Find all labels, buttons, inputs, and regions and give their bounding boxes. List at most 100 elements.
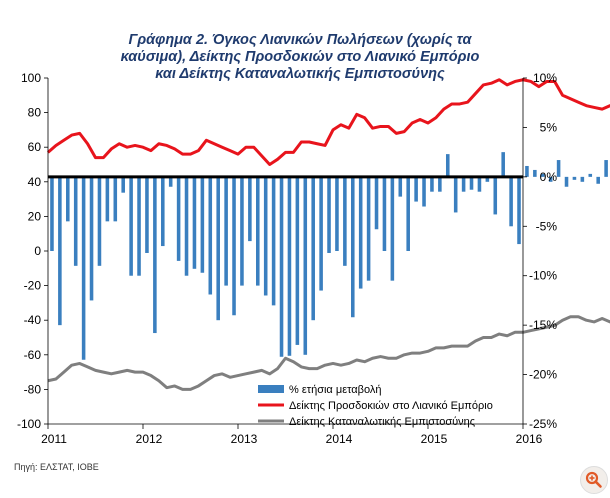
bar bbox=[374, 176, 379, 230]
right-tick-label: -15% bbox=[529, 318, 557, 332]
source-note: Πηγή: ΕΛΣΤΑΤ, ΙΟΒΕ bbox=[14, 462, 99, 472]
bar bbox=[501, 152, 505, 177]
bar bbox=[430, 176, 434, 192]
right-tick-label: -5% bbox=[536, 219, 558, 233]
right-tick-label: 10% bbox=[533, 71, 557, 85]
left-tick-label: 0 bbox=[34, 244, 41, 258]
bar bbox=[319, 176, 323, 291]
bar bbox=[382, 176, 387, 251]
bar bbox=[58, 176, 62, 326]
bar bbox=[279, 176, 284, 357]
x-tick-label: 2014 bbox=[326, 432, 353, 446]
bar bbox=[137, 176, 141, 276]
bar bbox=[525, 165, 529, 177]
bar bbox=[97, 176, 102, 266]
right-tick-label: 5% bbox=[540, 120, 558, 134]
right-tick-label: -25% bbox=[529, 417, 557, 431]
bar bbox=[572, 176, 577, 180]
chart-title-line-3: και Δείκτης Καταναλωτικής Εμπιστοσύνης bbox=[155, 66, 445, 82]
bar bbox=[232, 176, 236, 316]
bar bbox=[145, 176, 149, 253]
bar bbox=[153, 176, 157, 334]
left-tick-label: 40 bbox=[28, 175, 42, 189]
line-series bbox=[47, 78, 610, 391]
bar bbox=[485, 176, 490, 182]
axes: 100 80 60 40 20 0 -20 -40 -60 -80 -100 10% 5% 0% -5% -1… bbox=[17, 71, 557, 446]
bar bbox=[406, 176, 410, 251]
x-tick-label: 2012 bbox=[136, 432, 163, 446]
bar bbox=[564, 176, 569, 187]
bar bbox=[271, 176, 276, 306]
x-tick-label: 2015 bbox=[421, 432, 448, 446]
chart-title: Γράφημα 2. Όγκος Λιανικών Πωλήσεων (χωρί… bbox=[40, 32, 560, 83]
bar bbox=[89, 176, 94, 301]
bar bbox=[50, 176, 54, 251]
x-tick-label: 2011 bbox=[41, 432, 67, 446]
bar bbox=[113, 176, 118, 222]
bar bbox=[121, 176, 125, 193]
bar bbox=[517, 176, 521, 245]
bar bbox=[216, 176, 220, 321]
bar bbox=[73, 176, 78, 266]
bar bbox=[176, 176, 181, 261]
legend-label: Δείκτης Καταναλωτικής Εμπιστοσύνης bbox=[289, 416, 475, 428]
bar bbox=[461, 176, 466, 192]
bar bbox=[438, 176, 442, 192]
bar bbox=[477, 176, 482, 192]
left-tick-label: -40 bbox=[24, 313, 42, 327]
left-tick-label: -20 bbox=[24, 279, 42, 293]
bar bbox=[105, 176, 110, 222]
bar bbox=[327, 176, 331, 253]
consumer-confidence-line bbox=[47, 315, 610, 391]
bar bbox=[366, 176, 371, 281]
bar bbox=[335, 176, 339, 251]
bar bbox=[588, 173, 593, 177]
legend-swatch-bar bbox=[258, 385, 284, 393]
bar bbox=[604, 160, 608, 177]
bar bbox=[540, 173, 545, 177]
bar bbox=[311, 176, 315, 321]
bar bbox=[580, 176, 585, 182]
right-tick-label: -10% bbox=[529, 269, 557, 283]
right-tick-label: 0% bbox=[540, 170, 558, 184]
bar bbox=[168, 176, 173, 187]
retail-expectations-line bbox=[47, 78, 610, 166]
left-tick-label: 80 bbox=[28, 106, 42, 120]
zoom-icon[interactable] bbox=[580, 466, 608, 494]
left-tick-label: -80 bbox=[24, 382, 42, 396]
bar bbox=[81, 176, 86, 360]
bar bbox=[422, 176, 426, 207]
left-tick-label: 20 bbox=[28, 209, 42, 223]
bar bbox=[414, 176, 418, 202]
zoom-icon-glyph bbox=[585, 471, 602, 488]
bar bbox=[184, 176, 189, 276]
bar bbox=[556, 160, 561, 177]
chart-title-line-1: Γράφημα 2. Όγκος Λιανικών Πωλήσεων (χωρί… bbox=[128, 32, 472, 48]
bar bbox=[343, 176, 347, 266]
bar bbox=[398, 176, 403, 197]
bar bbox=[66, 176, 70, 222]
bar bbox=[469, 176, 474, 190]
bar bbox=[192, 176, 197, 269]
bar bbox=[303, 176, 308, 355]
bar bbox=[287, 176, 292, 356]
left-tick-label: 60 bbox=[28, 140, 42, 154]
bar bbox=[390, 176, 395, 281]
x-tick-label: 2016 bbox=[516, 432, 543, 446]
bar bbox=[200, 176, 205, 273]
bar bbox=[453, 176, 458, 213]
x-tick-label: 2013 bbox=[231, 432, 258, 446]
bar bbox=[240, 176, 244, 286]
left-tick-label: -60 bbox=[24, 348, 42, 362]
bar bbox=[224, 176, 228, 286]
bar bbox=[161, 176, 165, 247]
bar bbox=[256, 176, 260, 286]
bar bbox=[533, 169, 537, 177]
bar bbox=[129, 176, 133, 276]
bar bbox=[295, 176, 300, 345]
right-tick-label: -20% bbox=[529, 368, 557, 382]
left-tick-label: -100 bbox=[17, 417, 41, 431]
bar bbox=[493, 176, 498, 215]
bar bbox=[263, 176, 268, 296]
bar bbox=[548, 176, 553, 182]
